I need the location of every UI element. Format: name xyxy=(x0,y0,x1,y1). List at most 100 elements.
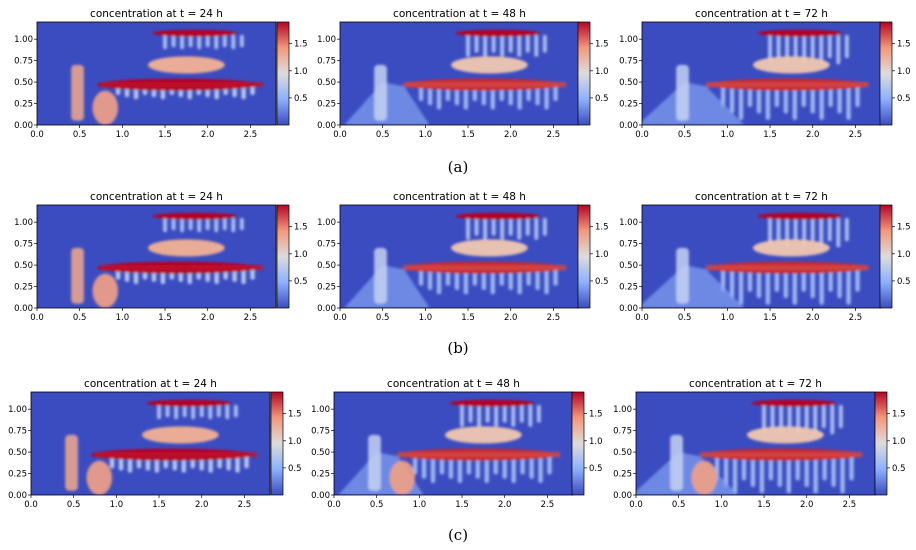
plume-streak xyxy=(502,454,507,479)
plume-streak xyxy=(511,454,516,483)
x-tick-label: 1.5 xyxy=(455,500,469,510)
y-tick-label: 0.00 xyxy=(619,121,638,131)
x-tick-label: 2.0 xyxy=(201,313,215,323)
axes-frame xyxy=(30,391,271,496)
colorbar-tick-label: 1.5 xyxy=(288,410,302,420)
plume-streak xyxy=(525,217,530,236)
x-tick-label: 2.0 xyxy=(806,313,820,323)
panel-title: concentration at t = 72 h xyxy=(695,8,828,20)
plume-streak xyxy=(225,404,230,420)
source-plume xyxy=(65,434,78,491)
plume-streak xyxy=(819,267,824,305)
mid-layer xyxy=(444,426,522,444)
plume-streak xyxy=(723,454,729,487)
plume-streak xyxy=(756,84,762,114)
plume-streak xyxy=(517,84,522,110)
panel-title: concentration at t = 24 h xyxy=(90,191,223,203)
plume-streak xyxy=(491,34,496,53)
plume-streak xyxy=(412,454,418,475)
x-tick-label: 0.5 xyxy=(672,500,686,510)
x-tick-label: 2.0 xyxy=(195,500,209,510)
plume-streak xyxy=(180,34,185,50)
y-tick-label: 0.75 xyxy=(311,427,330,437)
y-tick-label: 0.25 xyxy=(619,283,638,293)
plume-streak xyxy=(836,34,841,65)
plume-streak xyxy=(553,267,558,286)
colorbar-tick-label: 1.0 xyxy=(897,250,911,260)
plume-streak xyxy=(239,34,244,48)
x-tick-label: 0.0 xyxy=(30,130,44,140)
plume-streak xyxy=(538,454,543,483)
main-layer-band xyxy=(700,452,863,458)
heatmap-panel-3-1: concentration at t = 24 h 0.0 0.5 1.0 1.5 2.0… xyxy=(8,378,301,510)
y-tick-label: 0.00 xyxy=(311,491,330,501)
upper-layer xyxy=(751,399,837,407)
plume-streak xyxy=(197,34,202,50)
plume-streak xyxy=(241,84,246,100)
plume-streak xyxy=(536,404,541,423)
main-layer-band xyxy=(706,265,869,271)
main-layer-band xyxy=(398,452,561,458)
colorbar-tick-label: 1.5 xyxy=(294,223,308,233)
colorbar xyxy=(571,391,585,496)
plume-streak xyxy=(777,454,783,487)
main-layer-band xyxy=(404,265,567,271)
main-layer-band xyxy=(101,82,264,88)
plume-streak xyxy=(163,34,168,50)
colorbar-tick-label: 0.5 xyxy=(595,277,609,287)
x-tick-label: 2.0 xyxy=(806,130,820,140)
x-tick-label: 0.5 xyxy=(678,313,692,323)
x-tick-label: 1.5 xyxy=(763,313,777,323)
concentration-lobe xyxy=(389,460,416,495)
plume-streak xyxy=(846,267,851,305)
heatmap-panel-3-2: concentration at t = 48 h 0.0 0.5 1.0 1.5 2.0… xyxy=(311,378,602,510)
plume-streak xyxy=(810,267,815,299)
y-tick-label: 1.00 xyxy=(317,218,336,228)
y-tick-label: 1.00 xyxy=(613,405,632,415)
panel-title: concentration at t = 24 h xyxy=(90,8,223,20)
x-tick-label: 1.5 xyxy=(158,313,172,323)
panel-title: concentration at t = 48 h xyxy=(387,378,520,390)
heatmap-panel-1-3: concentration at t = 72 h 0.0 0.5 1.0 1.5 2.0… xyxy=(619,8,910,140)
y-tick-label: 0.25 xyxy=(613,470,632,480)
plume-streak xyxy=(810,34,815,59)
y-tick-label: 0.50 xyxy=(317,78,336,88)
plume-streak xyxy=(729,267,735,299)
heatmap-panel-2-2: concentration at t = 48 h 0.0 0.5 1.0 1.5 2.0… xyxy=(317,191,608,323)
plume-streak xyxy=(457,454,463,483)
y-tick-label: 0.50 xyxy=(619,78,638,88)
plume-streak xyxy=(827,34,832,59)
x-tick-label: 0.0 xyxy=(333,130,347,140)
plume-streak xyxy=(762,404,767,435)
plume-streak xyxy=(534,217,539,240)
plume-streak xyxy=(756,267,762,299)
plume-streak xyxy=(738,267,744,305)
subfigure-caption: (a) xyxy=(448,158,469,176)
plume-streak xyxy=(792,84,797,120)
upper-layer xyxy=(757,29,843,37)
plume-streak xyxy=(427,84,433,106)
x-tick-label: 1.5 xyxy=(158,130,172,140)
plume-streak xyxy=(485,404,490,423)
plume-streak xyxy=(216,404,221,418)
upper-layer xyxy=(152,212,238,220)
y-tick-label: 0.50 xyxy=(14,78,33,88)
x-tick-label: 1.5 xyxy=(461,130,475,140)
x-tick-label: 1.0 xyxy=(419,313,433,323)
plume-streak xyxy=(553,84,558,101)
plume-streak xyxy=(855,267,860,292)
y-tick-label: 1.00 xyxy=(619,218,638,228)
plume-streak xyxy=(770,404,775,429)
plume-streak xyxy=(795,454,800,481)
plume-streak xyxy=(747,84,753,107)
colorbar-tick-label: 0.5 xyxy=(897,94,911,104)
panel-title: concentration at t = 24 h xyxy=(84,378,217,390)
plume-streak xyxy=(827,217,832,242)
plume-streak xyxy=(157,404,162,420)
y-tick-label: 0.25 xyxy=(619,100,638,110)
plume-streak xyxy=(163,217,168,233)
diffusion-region xyxy=(642,82,745,125)
heatmap-panel-2-3: concentration at t = 72 h 0.0 0.5 1.0 1.5 2.0… xyxy=(619,191,910,323)
colorbar-tick-label: 0.5 xyxy=(294,277,308,287)
x-tick-label: 0.0 xyxy=(24,500,38,510)
